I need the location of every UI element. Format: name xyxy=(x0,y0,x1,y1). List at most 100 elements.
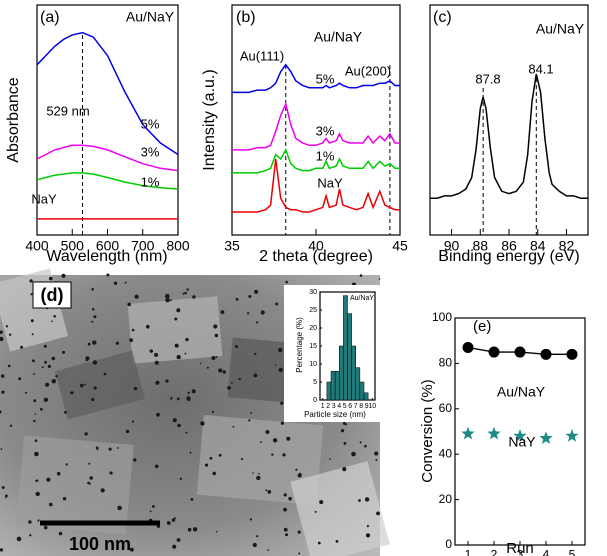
nanoparticle xyxy=(340,429,345,433)
nanoparticle xyxy=(131,328,135,332)
nanoparticle xyxy=(41,366,44,369)
star-marker xyxy=(513,429,527,442)
nanoparticle xyxy=(127,302,131,307)
x-tick-label: 700 xyxy=(131,238,155,254)
nanoparticle xyxy=(285,280,289,284)
nanoparticle xyxy=(103,372,107,376)
nanoparticle xyxy=(51,356,56,361)
nanoparticle xyxy=(344,423,347,426)
panel-label: (b) xyxy=(236,9,256,26)
y-tick-label: 10 xyxy=(309,361,317,368)
nanoparticle xyxy=(174,343,179,348)
nanoparticle xyxy=(93,386,97,390)
nanoparticle xyxy=(108,447,112,451)
nanoparticle xyxy=(248,419,251,422)
data-line xyxy=(430,73,588,199)
nanoparticle xyxy=(211,356,216,360)
nanoparticle xyxy=(283,527,288,532)
nanoparticle xyxy=(53,315,56,318)
nanoparticle xyxy=(32,359,35,363)
nanoparticle xyxy=(51,379,56,384)
nanoparticle xyxy=(43,344,47,348)
nanoparticle xyxy=(189,451,192,454)
nanoparticle xyxy=(62,497,67,501)
annotation: Au/NaY xyxy=(126,9,175,25)
nanoparticle xyxy=(30,319,34,323)
nanoparticle xyxy=(297,473,302,478)
nanoparticle xyxy=(43,397,49,402)
y-tick-label: 60 xyxy=(439,401,453,415)
nanoparticle xyxy=(55,375,58,378)
nanoparticle xyxy=(227,386,232,390)
nanoparticle xyxy=(5,494,8,498)
nanoparticle xyxy=(154,464,159,469)
nanoparticle xyxy=(124,281,127,284)
nanoparticle xyxy=(376,511,380,516)
nanoparticle xyxy=(43,525,48,530)
nanoparticle xyxy=(91,320,94,323)
y-tick-label: 0 xyxy=(445,537,452,551)
nanoparticle xyxy=(0,330,3,334)
nanoparticle xyxy=(84,432,88,436)
series-label: 1% xyxy=(316,148,335,163)
y-tick-label: 40 xyxy=(439,446,453,460)
nanoparticle xyxy=(91,308,95,311)
data-line xyxy=(36,144,179,172)
histogram-bar xyxy=(359,381,365,401)
x-tick-label: 10 xyxy=(368,403,376,410)
nanoparticle xyxy=(364,497,370,502)
nanoparticle xyxy=(152,505,155,508)
nanoparticle xyxy=(248,295,252,298)
nanoparticle xyxy=(176,538,181,542)
nanoparticle xyxy=(87,481,90,485)
nanoparticle xyxy=(359,441,362,444)
nanoparticle xyxy=(125,429,130,434)
data-line xyxy=(232,101,400,151)
nanoparticle xyxy=(240,457,244,461)
nanoparticle xyxy=(0,336,4,342)
crystal xyxy=(16,435,134,535)
nanoparticle xyxy=(129,338,134,342)
nanoparticle xyxy=(40,407,43,411)
star-marker xyxy=(539,431,553,444)
nanoparticle xyxy=(260,310,265,315)
scale-bar-label: 100 nm xyxy=(69,534,131,554)
nanoparticle xyxy=(274,364,277,366)
nanoparticle xyxy=(154,360,159,365)
nanoparticle xyxy=(7,364,11,368)
nanoparticle xyxy=(176,308,181,313)
histogram-bar xyxy=(330,370,336,401)
nanoparticle xyxy=(96,448,99,451)
y-tick-label: 100 xyxy=(432,310,452,324)
nanoparticle xyxy=(170,397,173,400)
nanoparticle xyxy=(34,413,36,415)
nanoparticle xyxy=(184,352,187,355)
nanoparticle xyxy=(185,337,189,342)
nanoparticle xyxy=(319,500,324,505)
nanoparticle xyxy=(283,507,287,512)
nanoparticle xyxy=(129,547,134,552)
annotation: Au/NaY xyxy=(350,295,374,302)
x-tick-label: 1 xyxy=(321,403,325,410)
nanoparticle xyxy=(298,552,301,555)
series-label: Au/NaY xyxy=(497,384,546,400)
y-tick-label: 80 xyxy=(439,356,453,370)
nanoparticle xyxy=(215,356,218,358)
nanoparticle xyxy=(100,488,105,493)
nanoparticle xyxy=(91,397,95,402)
nanoparticle xyxy=(378,278,381,280)
x-tick-label: 45 xyxy=(392,238,408,254)
nanoparticle xyxy=(89,476,93,480)
nanoparticle xyxy=(33,399,37,403)
nanoparticle xyxy=(177,423,181,428)
nanoparticle xyxy=(88,462,91,465)
nanoparticle xyxy=(34,439,38,443)
nanoparticle xyxy=(47,364,52,368)
nanoparticle xyxy=(317,541,321,545)
nanoparticle xyxy=(176,397,180,401)
circle-marker xyxy=(540,348,552,360)
nanoparticle xyxy=(37,519,40,522)
histogram-bar xyxy=(347,313,352,401)
nanoparticle xyxy=(172,544,177,549)
nanoparticle xyxy=(65,463,68,466)
